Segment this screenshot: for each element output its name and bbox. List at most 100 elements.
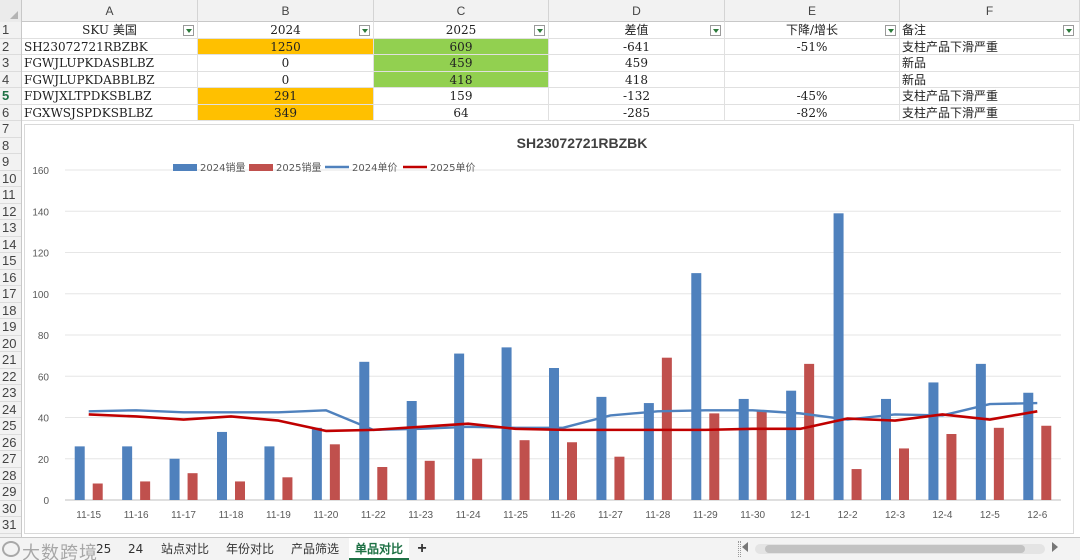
bar-2025-sales[interactable]	[709, 413, 720, 500]
chart-area[interactable]: SH23072721RBZBK 0 20 40 60 80 100 120 140 160 11-1…	[24, 124, 1074, 534]
bar-2025-sales[interactable]	[282, 477, 293, 500]
row-header-30[interactable]: 30	[0, 501, 21, 517]
bar-2024-sales[interactable]	[643, 403, 654, 500]
cell-change[interactable]	[725, 55, 900, 72]
bar-2024-sales[interactable]	[786, 390, 797, 500]
row-header-31[interactable]: 31	[0, 517, 21, 534]
cell-sku[interactable]: FGXWSJSPDKSBLBZ	[22, 104, 198, 121]
horizontal-scrollbar[interactable]	[755, 544, 1045, 554]
cell-diff[interactable]: -641	[549, 38, 725, 55]
header-cell-2024[interactable]: 2024	[198, 22, 374, 39]
column-header-a[interactable]: A	[22, 0, 198, 22]
bar-2024-sales[interactable]	[881, 398, 891, 500]
sheet-tab-year-compare[interactable]: 年份对比	[226, 542, 275, 556]
bar-2025-sales[interactable]	[614, 456, 625, 500]
sheet-tab-product-filter[interactable]: 产品筛选	[291, 542, 340, 556]
cell-diff[interactable]: -132	[549, 88, 725, 105]
cell-y2024[interactable]: 1250	[198, 38, 374, 55]
row-header-8[interactable]: 8	[0, 138, 21, 154]
row-header-4[interactable]: 4	[0, 72, 21, 88]
cell-diff[interactable]: -285	[549, 104, 725, 121]
bar-2025-sales[interactable]	[92, 483, 103, 501]
bar-2025-sales[interactable]	[472, 458, 483, 500]
row-header-3[interactable]: 3	[0, 55, 21, 72]
sheet-tab-24[interactable]: 24	[128, 542, 144, 556]
cell-note[interactable]: 支柱产品下滑严重	[900, 104, 1080, 121]
cell-change[interactable]: -82%	[725, 104, 900, 121]
bar-2024-sales[interactable]	[501, 347, 512, 500]
header-cell-2025[interactable]: 2025	[374, 22, 549, 39]
row-header-7[interactable]: 7	[0, 121, 21, 138]
row-header-28[interactable]: 28	[0, 468, 21, 484]
row-header-11[interactable]: 11	[0, 187, 21, 204]
header-cell-note[interactable]: 备注	[900, 22, 1080, 39]
row-header-16[interactable]: 16	[0, 270, 21, 286]
sheet-tab-partial[interactable]: 25	[96, 542, 112, 556]
header-cell-change[interactable]: 下降/增长	[725, 22, 900, 39]
cell-change[interactable]	[725, 71, 900, 88]
bar-2024-sales[interactable]	[264, 446, 275, 500]
filter-dropdown-icon[interactable]	[359, 25, 370, 36]
sheet-tab-site-compare[interactable]: 站点对比	[161, 542, 210, 556]
row-header-14[interactable]: 14	[0, 237, 21, 253]
row-header-6[interactable]: 6	[0, 105, 21, 121]
bar-2025-sales[interactable]	[187, 473, 198, 500]
select-all-corner[interactable]	[0, 0, 22, 22]
bar-2024-sales[interactable]	[122, 446, 133, 500]
row-header-18[interactable]: 18	[0, 303, 21, 319]
column-header-c[interactable]: C	[374, 0, 549, 22]
filter-dropdown-icon[interactable]	[183, 25, 194, 36]
column-header-e[interactable]: E	[725, 0, 900, 22]
cell-change[interactable]: -45%	[725, 88, 900, 105]
bar-2024-sales[interactable]	[738, 398, 749, 500]
filter-dropdown-icon[interactable]	[534, 25, 545, 36]
bar-2025-sales[interactable]	[899, 448, 909, 500]
bar-2025-sales[interactable]	[1041, 425, 1052, 500]
header-cell-sku[interactable]: SKU 美国	[22, 22, 198, 39]
cell-sku[interactable]: SH23072721RBZBK	[22, 38, 198, 55]
row-header-24[interactable]: 24	[0, 402, 21, 418]
row-header-13[interactable]: 13	[0, 220, 21, 237]
legend-label[interactable]: 2025销量	[276, 161, 321, 174]
cell-sku[interactable]: FGWJLUPKDABBLBZ	[22, 71, 198, 88]
row-header-21[interactable]: 21	[0, 352, 21, 369]
line-2024-price[interactable]	[88, 401, 1038, 432]
row-header-20[interactable]: 20	[0, 336, 21, 352]
column-header-b[interactable]: B	[198, 0, 374, 22]
bar-2024-sales[interactable]	[311, 427, 322, 500]
bar-2024-sales[interactable]	[549, 368, 559, 500]
cell-y2025[interactable]: 64	[374, 104, 549, 121]
scrollbar-thumb[interactable]	[765, 545, 1025, 553]
column-header-f[interactable]: F	[900, 0, 1080, 22]
legend-label[interactable]: 2024销量	[200, 161, 245, 174]
row-header-1[interactable]: 1	[0, 22, 21, 39]
filter-dropdown-icon[interactable]	[885, 25, 896, 36]
cell-y2025[interactable]: 159	[374, 88, 549, 105]
cell-change[interactable]: -51%	[725, 38, 900, 55]
cell-y2025[interactable]: 609	[374, 38, 549, 55]
row-header-23[interactable]: 23	[0, 385, 21, 402]
bar-2024-sales[interactable]	[1023, 392, 1034, 500]
cell-y2025[interactable]: 459	[374, 55, 549, 72]
row-header-10[interactable]: 10	[0, 171, 21, 187]
sheet-tab-single-compare[interactable]: 单品对比	[349, 538, 410, 560]
bar-2024-sales[interactable]	[975, 363, 986, 500]
cell-y2024[interactable]: 291	[198, 88, 374, 105]
cell-y2025[interactable]: 418	[374, 71, 549, 88]
bar-2025-sales[interactable]	[946, 434, 957, 500]
bar-2025-sales[interactable]	[235, 481, 245, 500]
bar-2025-sales[interactable]	[519, 440, 530, 500]
bar-2024-sales[interactable]	[596, 396, 607, 500]
column-header-d[interactable]: D	[549, 0, 725, 22]
bar-2025-sales[interactable]	[851, 469, 862, 500]
cell-sku[interactable]: FDWJXLTPDKSBLBZ	[22, 88, 198, 105]
row-header-29[interactable]: 29	[0, 484, 21, 501]
row-header-9[interactable]: 9	[0, 154, 21, 171]
row-header-12[interactable]: 12	[0, 204, 21, 220]
bar-2024-sales[interactable]	[169, 458, 180, 500]
add-sheet-button[interactable]: +	[417, 540, 427, 557]
row-header-17[interactable]: 17	[0, 286, 21, 303]
bar-2024-sales[interactable]	[928, 382, 939, 500]
scroll-right-arrow-icon[interactable]	[1052, 542, 1058, 552]
cell-note[interactable]: 支柱产品下滑严重	[900, 38, 1080, 55]
